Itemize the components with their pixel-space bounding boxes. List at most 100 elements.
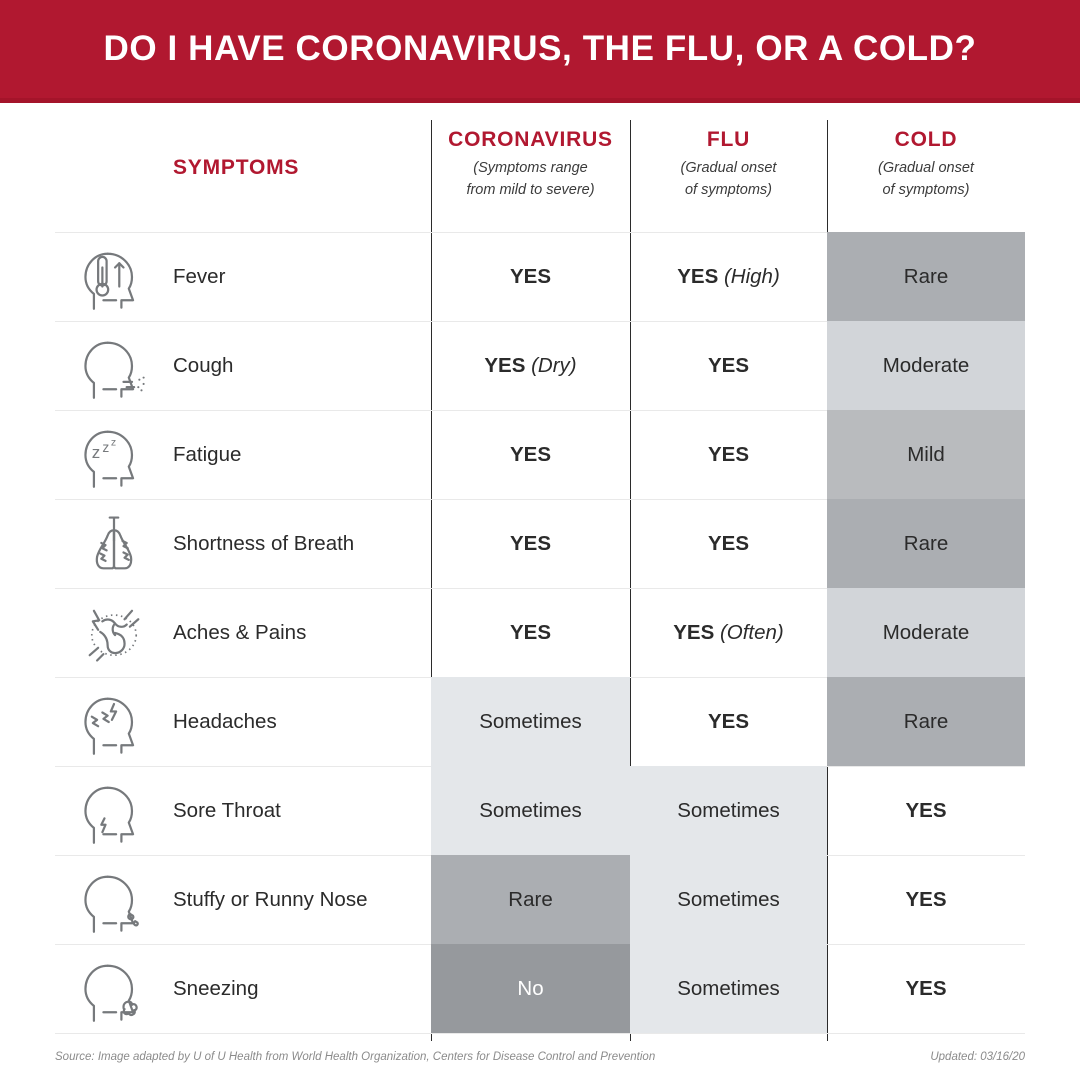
page-title: DO I HAVE CORONAVIRUS, THE FLU, OR A COL… xyxy=(103,29,977,68)
cell-cold: YES xyxy=(827,855,1025,944)
symptom-label: Fatigue xyxy=(173,442,242,466)
joint-pain-icon xyxy=(55,588,173,677)
cell-flu: YES xyxy=(630,321,827,410)
header-cold-subtitle: (Gradual onset of symptoms) xyxy=(878,160,974,198)
symptom-label: Sneezing xyxy=(173,976,259,1000)
cell-shading: YES xyxy=(431,232,630,321)
cell-shading: YES xyxy=(431,499,630,588)
cell-shading: YES xyxy=(431,588,630,677)
table-row: Sneezing No Sometimes YES xyxy=(0,944,1080,1033)
cell-value: YES xyxy=(707,709,750,733)
header-cold-label: COLD xyxy=(894,128,958,152)
table-row: Stuffy or Runny Nose Rare Sometimes YES xyxy=(0,855,1080,944)
header-flu-label: FLU xyxy=(706,128,751,152)
cell-shading: YES xyxy=(630,499,827,588)
cell-value: Rare xyxy=(508,887,553,911)
cell-symptom: Stuffy or Runny Nose xyxy=(55,855,431,944)
cell-coronavirus: YES xyxy=(431,499,630,588)
cell-coronavirus: Rare xyxy=(431,855,630,944)
cell-value: YES xyxy=(707,353,750,377)
cell-shading: Moderate xyxy=(827,588,1025,677)
cell-shading: Moderate xyxy=(827,321,1025,410)
head-thermometer-icon xyxy=(55,232,173,321)
cell-flu: YES (High) xyxy=(630,232,827,321)
cell-note: (Dry) xyxy=(531,353,577,377)
cell-value: Sometimes xyxy=(479,798,582,822)
symptom-label: Cough xyxy=(173,353,234,377)
symptom-label: Fever xyxy=(173,264,226,288)
cell-shading: YES xyxy=(630,321,827,410)
cell-value: Mild xyxy=(907,442,945,466)
cell-value: Moderate xyxy=(882,353,970,377)
head-sore-throat-icon xyxy=(55,766,173,855)
head-runny-nose-icon xyxy=(55,855,173,944)
cell-cold: Moderate xyxy=(827,588,1025,677)
cell-symptom: Headaches xyxy=(55,677,431,766)
table-row: Shortness of Breath YES YES Rare xyxy=(0,499,1080,588)
cell-flu: YES (Often) xyxy=(630,588,827,677)
table-row: Cough YES (Dry) YES Moderate xyxy=(0,321,1080,410)
row-divider xyxy=(55,321,1025,322)
cell-value: YES xyxy=(484,353,526,377)
table-row: Aches & Pains YES YES (Often) Moderate xyxy=(0,588,1080,677)
header-coronavirus-label: CORONAVIRUS xyxy=(448,128,613,152)
cell-cold: YES xyxy=(827,766,1025,855)
cell-shading: YES xyxy=(630,410,827,499)
cell-symptom: Aches & Pains xyxy=(55,588,431,677)
cell-shading: Rare xyxy=(827,677,1025,766)
cell-symptom: z z z Fatigue xyxy=(55,410,431,499)
table-row: Sore Throat Sometimes Sometimes YES xyxy=(0,766,1080,855)
cell-cold: Rare xyxy=(827,232,1025,321)
table-row: Fever YES YES (High) Rare xyxy=(0,232,1080,321)
row-divider xyxy=(55,588,1025,589)
header-banner: DO I HAVE CORONAVIRUS, THE FLU, OR A COL… xyxy=(0,0,1080,103)
cell-cold: Rare xyxy=(827,677,1025,766)
cell-value: Rare xyxy=(903,531,949,555)
cell-shading: YES xyxy=(431,410,630,499)
cell-shading: YES (Dry) xyxy=(431,321,630,410)
cell-shading: YES xyxy=(827,944,1025,1033)
cell-value: YES xyxy=(673,620,715,644)
svg-text:z: z xyxy=(102,439,109,454)
column-divider-1 xyxy=(431,120,432,1041)
cell-shading: YES xyxy=(827,855,1025,944)
header-cell-cold: COLD (Gradual onset of symptoms) xyxy=(827,103,1025,232)
cell-shading: Sometimes xyxy=(630,855,827,944)
cell-value: No xyxy=(517,976,544,1000)
cell-shading: YES (High) xyxy=(630,232,827,321)
head-sleep-zzz-icon: z z z xyxy=(55,410,173,499)
symptom-label: Headaches xyxy=(173,709,277,733)
cell-shading: YES (Often) xyxy=(630,588,827,677)
cell-value: YES xyxy=(509,442,552,466)
header-cell-coronavirus: CORONAVIRUS (Symptoms range from mild to… xyxy=(431,103,630,232)
cell-value: YES xyxy=(905,976,947,1000)
row-divider xyxy=(55,232,1025,233)
symptom-label: Sore Throat xyxy=(173,798,281,822)
cell-coronavirus: YES xyxy=(431,232,630,321)
cell-shading: YES xyxy=(630,677,827,766)
table-row: Headaches Sometimes YES Rare xyxy=(0,677,1080,766)
cell-value: Moderate xyxy=(882,620,970,644)
cell-note: (High) xyxy=(723,264,780,288)
cell-shading: Rare xyxy=(431,855,630,944)
cell-cold: Mild xyxy=(827,410,1025,499)
cell-shading: Sometimes xyxy=(630,944,827,1033)
cell-coronavirus: YES (Dry) xyxy=(431,321,630,410)
cell-note: (Often) xyxy=(719,620,784,644)
svg-text:z: z xyxy=(92,443,100,462)
cell-coronavirus: YES xyxy=(431,588,630,677)
cell-flu: Sometimes xyxy=(630,766,827,855)
table-row: z z z Fatigue YES YES Mild xyxy=(0,410,1080,499)
cell-value: YES xyxy=(905,887,947,911)
cell-coronavirus: YES xyxy=(431,410,630,499)
cell-shading: YES xyxy=(827,766,1025,855)
cell-cold: YES xyxy=(827,944,1025,1033)
cell-value: YES xyxy=(509,531,552,555)
cell-value: Sometimes xyxy=(677,976,780,1000)
cell-symptom: Sneezing xyxy=(55,944,431,1033)
cell-value: Sometimes xyxy=(677,887,780,911)
cell-shading: Sometimes xyxy=(431,677,630,766)
cell-value: Rare xyxy=(903,264,949,288)
row-divider xyxy=(55,410,1025,411)
